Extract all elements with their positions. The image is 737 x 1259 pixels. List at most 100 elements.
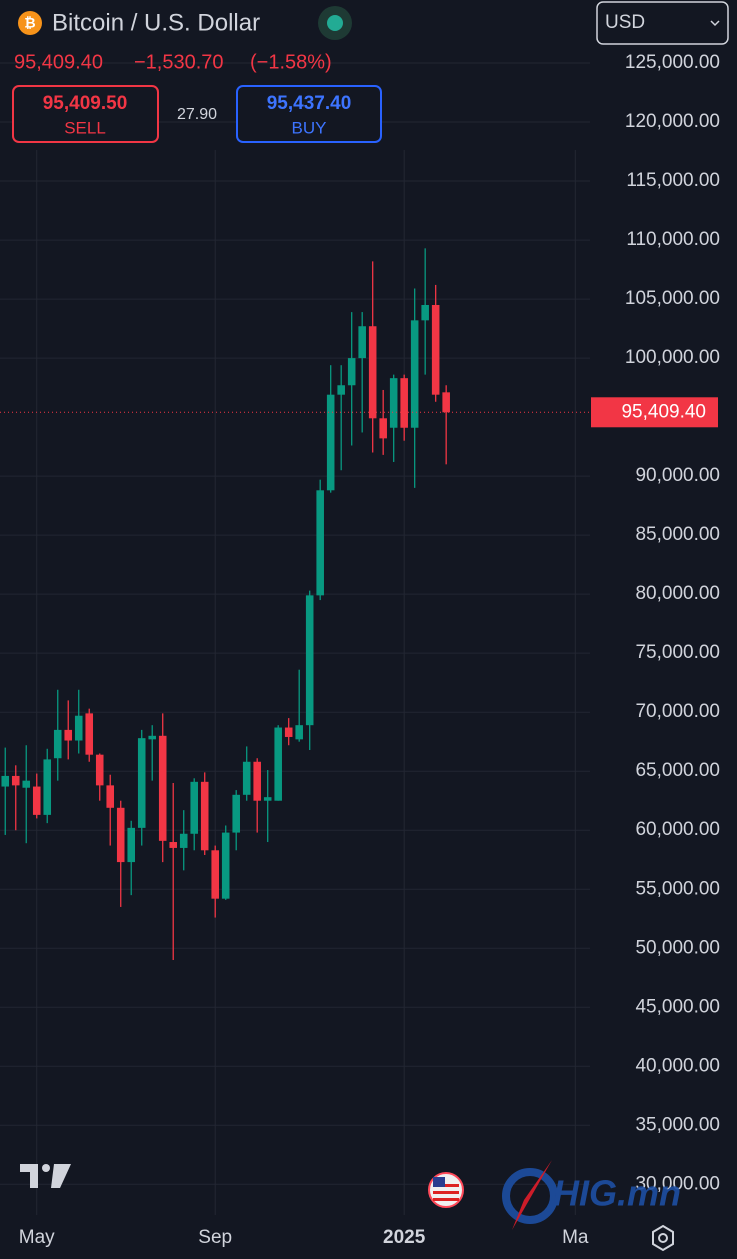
overlay: 125,000.00 120,000.00 115,000.00 110,000.00… xyxy=(0,52,720,1248)
symbol-title: Bitcoin / U.S. Dollar xyxy=(52,9,260,36)
candle-body xyxy=(263,797,272,801)
candle-body xyxy=(106,785,115,808)
us-flag[interactable] xyxy=(428,1172,464,1208)
currency-label: USD xyxy=(605,12,645,33)
candle-body xyxy=(200,781,209,851)
buy-label: BUY xyxy=(292,118,327,137)
flag-stripe xyxy=(433,1184,459,1187)
candle-body xyxy=(232,794,240,833)
candle-body xyxy=(347,358,356,386)
candle-body xyxy=(295,725,303,740)
buy-price: 95,437.40 xyxy=(267,93,352,114)
y-tick-label: 55,000.00 xyxy=(635,878,720,899)
candle-body xyxy=(85,713,94,755)
watermark-bolt xyxy=(512,1160,552,1230)
candles xyxy=(1,248,450,961)
y-tick-label: 105,000.00 xyxy=(625,288,720,309)
settings-hex xyxy=(652,1224,674,1252)
y-tick-label: 50,000.00 xyxy=(635,937,720,958)
y-tick-label: 60,000.00 xyxy=(635,819,720,840)
y-tick-label: 90,000.00 xyxy=(635,465,720,486)
tradingview-logo xyxy=(20,1164,71,1188)
y-tick-label: 115,000.00 xyxy=(626,170,720,191)
y-tick-label: 110,000.00 xyxy=(626,229,720,250)
candle-body xyxy=(368,326,377,419)
price-change: −1,530.70 xyxy=(134,51,224,73)
candle-body xyxy=(43,759,52,815)
y-tick-label: 45,000.00 xyxy=(635,996,720,1017)
y-tick-label: 70,000.00 xyxy=(635,701,720,722)
candle-body xyxy=(326,394,335,491)
price-change-percent: (−1.58%) xyxy=(250,51,332,73)
candle-body xyxy=(11,775,20,786)
candle-body xyxy=(137,738,146,828)
candle-body xyxy=(242,761,251,795)
y-tick-label: 100,000.00 xyxy=(625,347,720,368)
grid xyxy=(0,62,590,1215)
bitcoin-symbol: ₿ xyxy=(24,15,35,31)
candle-body xyxy=(190,781,198,834)
x-tick-label: Sep xyxy=(198,1227,232,1248)
y-tick-label: 125,000.00 xyxy=(625,52,720,73)
buy-button[interactable] xyxy=(236,85,382,143)
x-tick-label: May xyxy=(19,1227,55,1248)
candle-body xyxy=(431,304,440,395)
x-tick-label: 2025 xyxy=(383,1227,426,1248)
candle-body xyxy=(148,735,157,740)
flag-stripe xyxy=(433,1198,459,1201)
candle-body xyxy=(400,378,408,428)
y-tick-label: 35,000.00 xyxy=(635,1114,720,1135)
candle-body xyxy=(95,754,104,786)
flag-stripe xyxy=(433,1191,459,1194)
candle-body xyxy=(1,775,10,787)
sell-label: SELL xyxy=(64,118,106,137)
x-tick-label: Ma xyxy=(562,1227,589,1248)
market-status-dot xyxy=(327,15,343,31)
candle-body xyxy=(158,735,167,841)
candle-body xyxy=(305,595,314,726)
currency-select[interactable] xyxy=(596,1,729,45)
y-tick-label: 65,000.00 xyxy=(635,760,720,781)
candle-body xyxy=(410,320,419,428)
watermark-text: HIG.mn xyxy=(553,1173,681,1214)
candle-body xyxy=(337,385,345,395)
candle-body xyxy=(169,842,177,848)
y-tick-label: 120,000.00 xyxy=(625,111,720,132)
flag-canton xyxy=(433,1177,445,1187)
candle-body xyxy=(32,786,41,815)
candle-body xyxy=(316,490,324,596)
y-tick-label: 40,000.00 xyxy=(635,1055,720,1076)
candle-body xyxy=(253,761,261,801)
candle-body xyxy=(274,727,282,801)
logo-part xyxy=(42,1164,50,1172)
y-tick-label: 75,000.00 xyxy=(635,642,720,663)
last-price-label: 95,409.40 xyxy=(621,401,706,422)
candle-body xyxy=(53,729,62,759)
candle-body xyxy=(442,392,450,413)
sell-button[interactable] xyxy=(12,85,159,143)
settings-icon[interactable] xyxy=(652,1224,674,1252)
candle-body xyxy=(179,833,188,848)
candle-body xyxy=(379,418,387,439)
logo-part xyxy=(51,1164,71,1188)
candle-body xyxy=(389,378,398,428)
y-tick-label: 30,000.00 xyxy=(635,1173,720,1194)
watermark-logo: HIG.mn xyxy=(502,1160,681,1230)
candle-body xyxy=(127,827,136,863)
candle-body xyxy=(64,729,73,741)
last-price-box xyxy=(591,397,718,428)
candle-body xyxy=(421,304,429,321)
candle-body xyxy=(116,807,125,863)
logo-part xyxy=(20,1164,38,1188)
sell-price: 95,409.50 xyxy=(43,93,128,114)
bitcoin-icon xyxy=(18,11,42,35)
y-tick-label: 85,000.00 xyxy=(635,524,720,545)
y-tick-label: 80,000.00 xyxy=(635,583,720,604)
candle-body xyxy=(358,326,366,359)
candle-body xyxy=(284,727,293,737)
last-price: 95,409.40 xyxy=(14,51,103,73)
candle-body xyxy=(74,715,83,741)
candle-body xyxy=(221,832,230,899)
